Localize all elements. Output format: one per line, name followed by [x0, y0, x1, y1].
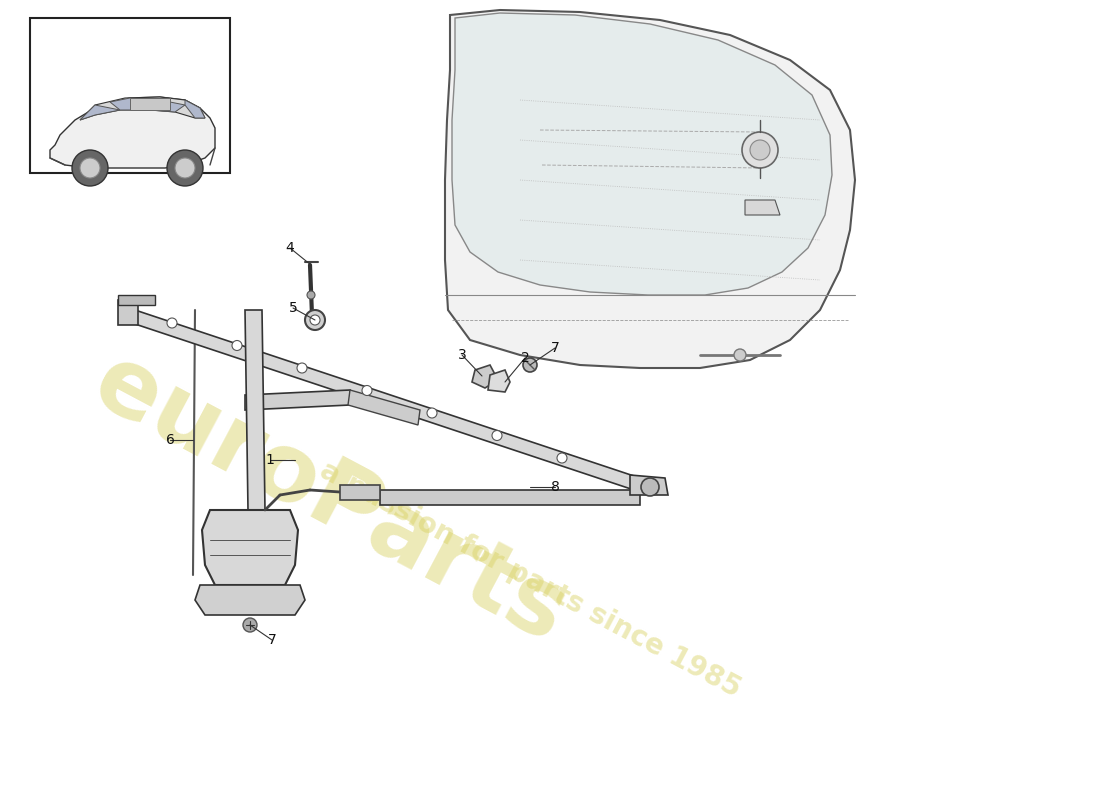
- Text: 7: 7: [267, 633, 276, 647]
- Bar: [30, 18, 230, 173]
- Polygon shape: [185, 100, 205, 118]
- Circle shape: [734, 349, 746, 361]
- Polygon shape: [488, 370, 510, 392]
- Text: 8: 8: [551, 480, 560, 494]
- Circle shape: [742, 132, 778, 168]
- Circle shape: [80, 158, 100, 178]
- Text: 5: 5: [288, 301, 297, 315]
- Bar: [130, 98, 170, 110]
- Text: 2: 2: [520, 351, 529, 365]
- Polygon shape: [120, 305, 640, 492]
- Circle shape: [427, 408, 437, 418]
- Circle shape: [305, 310, 324, 330]
- Polygon shape: [348, 390, 420, 425]
- Circle shape: [641, 478, 659, 496]
- Polygon shape: [340, 485, 379, 500]
- Circle shape: [232, 341, 242, 350]
- Polygon shape: [80, 105, 120, 120]
- Text: 7: 7: [551, 341, 560, 355]
- Circle shape: [310, 315, 320, 325]
- Polygon shape: [80, 97, 205, 120]
- Circle shape: [243, 618, 257, 632]
- Text: 4: 4: [286, 241, 295, 255]
- Text: a passion for parts since 1985: a passion for parts since 1985: [315, 457, 746, 703]
- Polygon shape: [446, 10, 855, 368]
- Circle shape: [522, 358, 537, 372]
- Circle shape: [750, 140, 770, 160]
- Circle shape: [167, 318, 177, 328]
- Circle shape: [72, 150, 108, 186]
- Polygon shape: [472, 365, 498, 388]
- Polygon shape: [630, 475, 668, 495]
- Text: euroParts: euroParts: [78, 337, 582, 663]
- Circle shape: [167, 150, 204, 186]
- Text: 1: 1: [265, 453, 274, 467]
- Circle shape: [307, 291, 315, 299]
- Text: 6: 6: [166, 433, 175, 447]
- Circle shape: [297, 363, 307, 373]
- Polygon shape: [745, 200, 780, 215]
- Polygon shape: [379, 490, 640, 505]
- Polygon shape: [110, 98, 185, 112]
- Polygon shape: [50, 97, 215, 168]
- Polygon shape: [245, 310, 265, 510]
- Text: 3: 3: [458, 348, 466, 362]
- Polygon shape: [245, 390, 350, 410]
- Circle shape: [492, 430, 502, 441]
- Polygon shape: [195, 585, 305, 615]
- Polygon shape: [118, 300, 138, 325]
- Circle shape: [175, 158, 195, 178]
- Polygon shape: [452, 13, 832, 295]
- Polygon shape: [118, 295, 155, 305]
- Circle shape: [557, 453, 566, 463]
- Polygon shape: [202, 510, 298, 585]
- Circle shape: [362, 386, 372, 395]
